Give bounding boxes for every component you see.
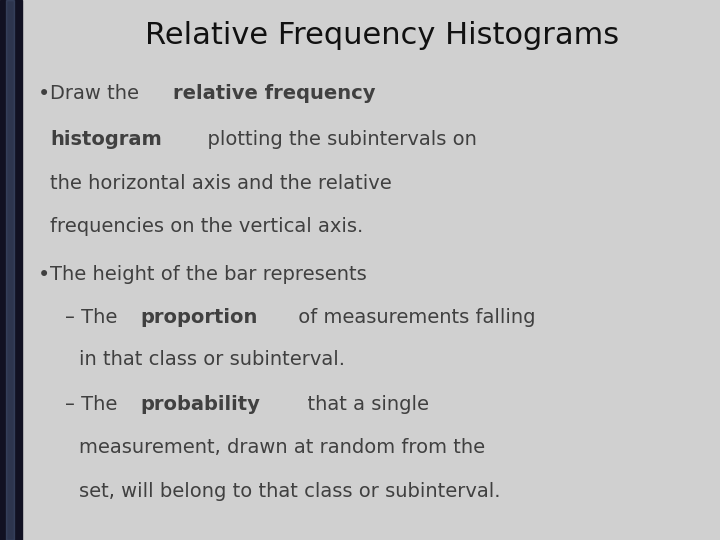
Text: •: • — [37, 84, 50, 104]
Text: Draw the: Draw the — [50, 84, 145, 103]
Text: measurement, drawn at random from the: measurement, drawn at random from the — [79, 438, 485, 457]
Text: The height of the bar represents: The height of the bar represents — [50, 265, 367, 284]
Text: plotting the subintervals on: plotting the subintervals on — [194, 130, 477, 148]
Text: that a single: that a single — [295, 395, 429, 414]
Text: probability: probability — [140, 395, 261, 414]
Text: proportion: proportion — [140, 308, 258, 327]
Text: histogram: histogram — [50, 130, 162, 148]
Text: frequencies on the vertical axis.: frequencies on the vertical axis. — [50, 217, 364, 236]
Text: Relative Frequency Histograms: Relative Frequency Histograms — [145, 21, 618, 50]
Text: set, will belong to that class or subinterval.: set, will belong to that class or subint… — [79, 482, 500, 501]
Text: the horizontal axis and the relative: the horizontal axis and the relative — [50, 174, 392, 193]
Text: of measurements falling: of measurements falling — [292, 308, 536, 327]
Text: relative frequency: relative frequency — [174, 84, 376, 103]
Text: •: • — [37, 265, 50, 285]
Text: – The: – The — [65, 395, 123, 414]
Text: in that class or subinterval.: in that class or subinterval. — [79, 350, 345, 369]
Bar — [6, 0, 14, 540]
Bar — [0, 0, 22, 540]
Text: – The: – The — [65, 308, 123, 327]
